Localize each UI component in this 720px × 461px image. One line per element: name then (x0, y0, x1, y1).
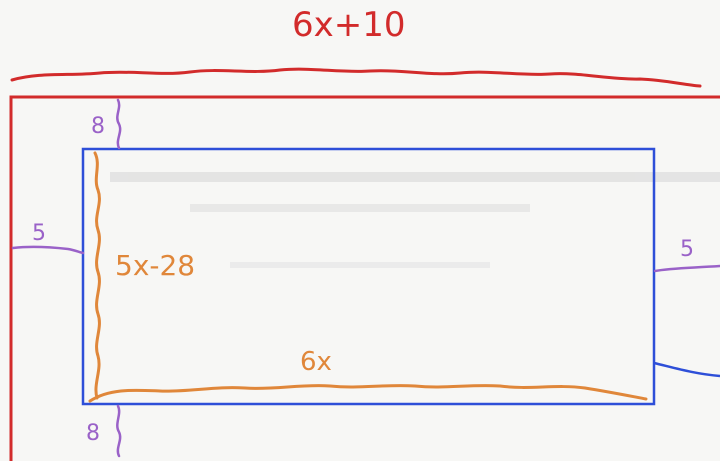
right-margin-label: 5 (680, 237, 694, 262)
outer-width-wavy-line (10, 67, 702, 88)
inner-width-mark (88, 384, 648, 403)
left-margin-label: 5 (32, 221, 46, 246)
outer-width-label: 6x+10 (292, 5, 406, 45)
faded-line-3 (230, 262, 490, 268)
top-margin-label: 8 (91, 114, 105, 139)
bottom-margin-mark (116, 404, 122, 458)
blue-exit-line (653, 361, 720, 378)
inner-height-label: 5x-28 (115, 249, 195, 282)
inner-width-label: 6x (300, 347, 332, 377)
faded-line-2 (190, 204, 530, 212)
inner-height-mark (93, 151, 101, 400)
left-margin-mark (11, 245, 85, 255)
faded-background-lines (110, 172, 720, 268)
inner-rectangle (81, 147, 656, 406)
bottom-margin-label: 8 (86, 421, 100, 446)
faded-line-1 (110, 172, 720, 182)
top-margin-mark (116, 98, 122, 150)
right-margin-mark (653, 264, 720, 273)
outer-rectangle (9, 95, 720, 461)
